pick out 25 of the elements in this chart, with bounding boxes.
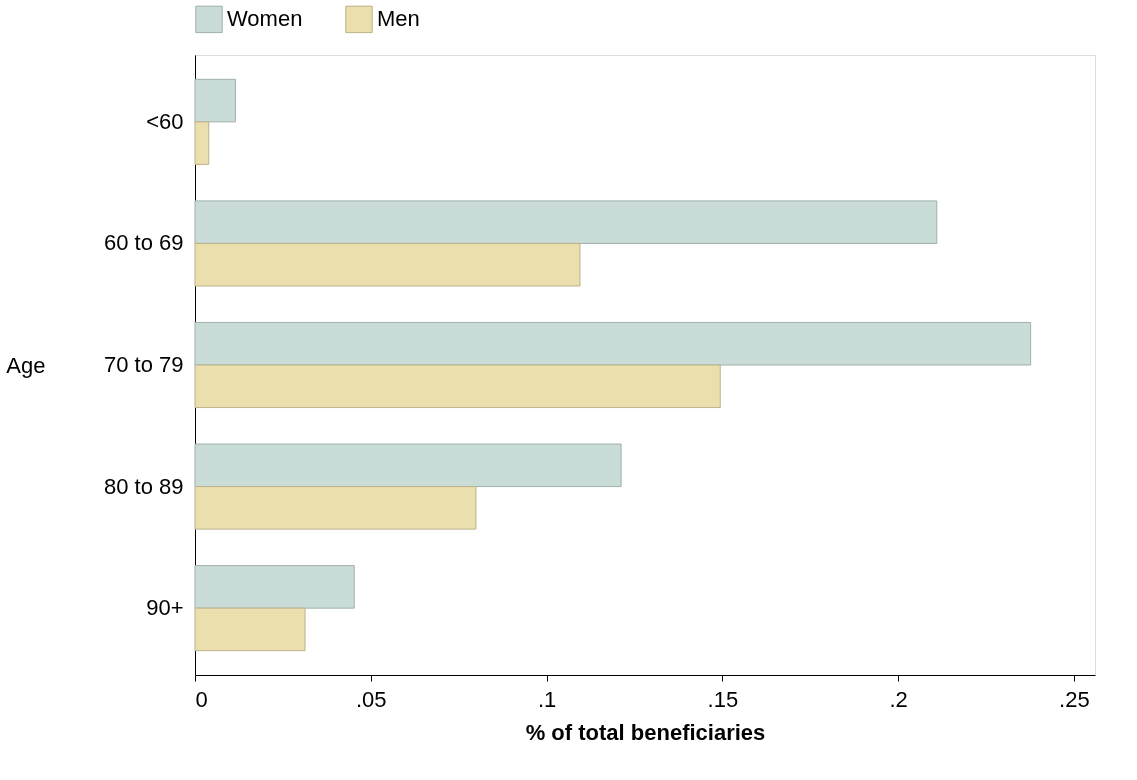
bar xyxy=(194,565,355,609)
x-tick-label: .25 xyxy=(1059,686,1090,712)
bar xyxy=(194,242,581,287)
legend-label: Women xyxy=(227,6,303,32)
bar xyxy=(194,364,721,409)
x-tick-label: 0 xyxy=(195,686,208,712)
x-tick-label: .05 xyxy=(355,686,387,712)
bar xyxy=(194,486,477,530)
bar xyxy=(194,121,210,165)
y-tick-label: 70 to 79 xyxy=(103,352,184,377)
y-axis-title: Age xyxy=(6,352,46,378)
x-tick-label: .15 xyxy=(707,686,739,712)
bar xyxy=(194,78,236,123)
y-tick-label: <60 xyxy=(146,108,184,134)
bar xyxy=(194,607,306,652)
y-tick-label: 60 to 69 xyxy=(103,230,184,256)
x-tick-label: .2 xyxy=(889,686,908,712)
bar xyxy=(194,443,622,488)
y-tick-label: 80 to 89 xyxy=(103,473,184,499)
legend-label: Men xyxy=(377,6,420,32)
x-tick-label: .1 xyxy=(537,686,557,712)
bar xyxy=(194,321,1032,366)
x-axis-title: % of total beneficiaries xyxy=(525,719,766,745)
bar xyxy=(194,200,938,244)
y-tick-label: 90+ xyxy=(146,595,184,621)
